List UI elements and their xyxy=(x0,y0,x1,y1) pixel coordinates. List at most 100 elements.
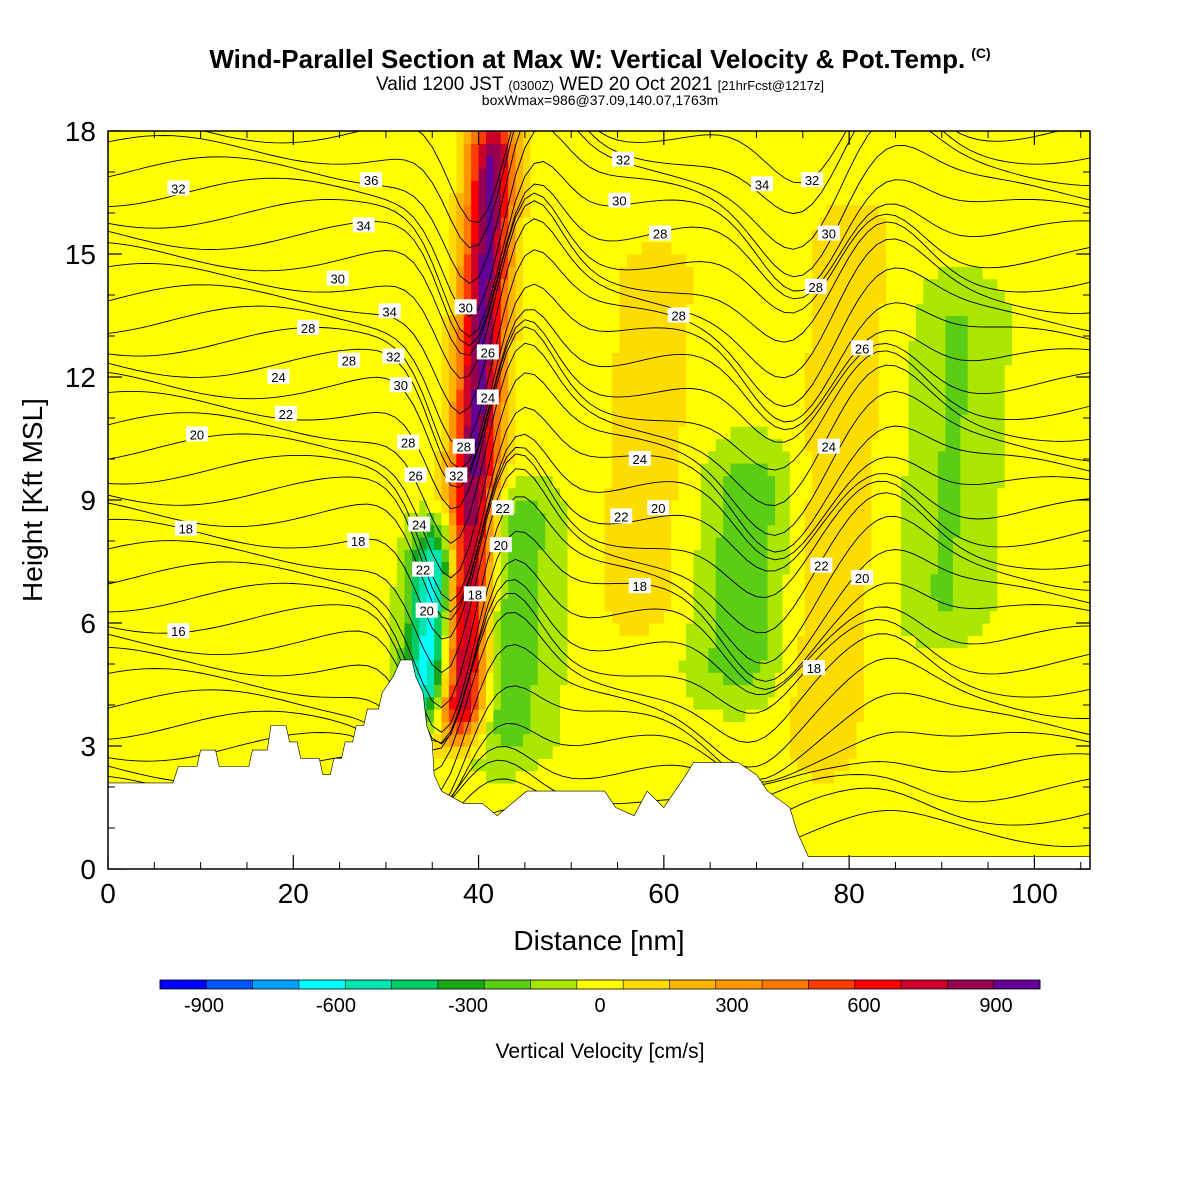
colorbar-swatch xyxy=(252,980,300,989)
contour-label: 22 xyxy=(610,508,633,524)
contour-label: 20 xyxy=(415,602,438,619)
colorbar-frame xyxy=(159,979,1041,990)
colorbar-swatch xyxy=(391,980,439,989)
colorbar-swatch xyxy=(901,980,948,989)
colorbar-swatch xyxy=(298,980,346,989)
valid-date: WED 20 Oct 2021 xyxy=(559,74,713,95)
contour-label: 18 xyxy=(174,520,197,537)
isentrope-line xyxy=(108,131,1090,249)
contour-label: 30 xyxy=(454,299,477,315)
x-axis-label: Distance [nm] xyxy=(513,925,684,956)
colorbar-tick-label: 300 xyxy=(715,995,748,1017)
colorbar-swatch xyxy=(160,980,207,989)
contour-label: 32 xyxy=(167,180,190,196)
x-tick-label: 0 xyxy=(100,878,116,909)
isentrope-line xyxy=(108,319,1090,489)
contour-label: 34 xyxy=(378,303,401,319)
contour-label: 30 xyxy=(326,270,349,287)
isentrope-line xyxy=(108,644,1090,797)
terrain xyxy=(108,659,1090,869)
contour-label: 26 xyxy=(404,467,427,483)
x-tick-label: 20 xyxy=(278,878,309,909)
isentrope-line xyxy=(108,309,1090,480)
contour-label: 24 xyxy=(628,451,651,467)
isentrope-line xyxy=(108,612,1090,773)
contour-label: 30 xyxy=(817,225,840,242)
contour-label: 32 xyxy=(445,467,468,483)
isentrope-line xyxy=(108,406,1090,602)
isentrope-line xyxy=(108,433,1090,613)
chart-title: Wind-Parallel Section at Max W: Vertical… xyxy=(0,44,1200,75)
valid-utc: (0300Z) xyxy=(508,78,554,93)
colorbar-swatch xyxy=(437,980,485,989)
contour-label: 18 xyxy=(463,586,486,602)
isentrope-line xyxy=(108,183,1090,347)
colorbar-swatch xyxy=(808,980,856,989)
y-tick-label: 3 xyxy=(80,731,96,762)
isentrope-line xyxy=(108,468,1090,674)
isentrope-line xyxy=(108,326,1090,510)
colorbar-tick-label: 600 xyxy=(847,995,880,1017)
colorbar-tick-label: -900 xyxy=(184,995,224,1017)
isentrope-line xyxy=(108,161,1090,338)
isentrope-line xyxy=(108,372,1090,579)
contour-label: 34 xyxy=(352,217,375,233)
y-tick-label: 6 xyxy=(80,608,96,639)
x-tick-label: 100 xyxy=(1011,878,1058,909)
valid-time-line: Valid 1200 JST (0300Z) WED 20 Oct 2021 [… xyxy=(0,74,1200,96)
colorbar-tick-label: 900 xyxy=(979,995,1012,1017)
contour-label: 32 xyxy=(612,151,635,168)
chart-title-text: Wind-Parallel Section at Max W: Vertical… xyxy=(209,44,966,74)
isentrope-line xyxy=(108,200,1090,379)
contour-label: 18 xyxy=(802,660,825,676)
colorbar-swatch xyxy=(854,980,902,989)
colorbar-swatch xyxy=(345,980,392,989)
contour-label: 22 xyxy=(411,561,434,578)
contour-label: 28 xyxy=(649,225,672,242)
contour-label: 32 xyxy=(801,172,824,188)
colorbar-tick-label: 0 xyxy=(594,995,605,1017)
colorbar-swatch xyxy=(576,980,624,989)
valid-prefix: Valid 1200 JST xyxy=(375,74,504,95)
contour-label: 20 xyxy=(851,569,874,586)
x-tick-label: 40 xyxy=(463,878,494,909)
contour-label: 22 xyxy=(810,557,833,574)
contour-label: 28 xyxy=(397,434,420,451)
colorbar: -900 -600 -300 0 300 600 900 xyxy=(159,979,1041,1017)
colorbar-swatch xyxy=(993,980,1041,989)
isentrope-line xyxy=(108,192,1090,356)
y-tick-label: 0 xyxy=(80,854,96,885)
colorbar-swatch xyxy=(530,980,578,989)
contour-label: 16 xyxy=(167,623,190,639)
colorbar-swatch xyxy=(206,980,253,989)
isentrope-line xyxy=(108,685,1090,812)
y-tick-label: 12 xyxy=(65,362,96,393)
contour-label: 34 xyxy=(751,176,774,192)
contour-label: 28 xyxy=(804,278,827,295)
colorbar-swatch xyxy=(484,980,531,989)
contour-label: 22 xyxy=(274,405,297,422)
isentrope-line xyxy=(108,131,1090,318)
contour-labels: 32 36 34 30 34 28 28 32 24 30 22 20 28 26 24 22 20 18 18 16… xyxy=(167,151,874,676)
contour-label: 28 xyxy=(667,307,690,324)
colorbar-swatch xyxy=(669,980,717,989)
y-tick-label: 15 xyxy=(65,239,96,270)
contour-label: 26 xyxy=(476,344,499,360)
colorbar-tick-label: -300 xyxy=(448,995,488,1017)
isentrope-line xyxy=(108,249,1090,449)
colorbar-swatch xyxy=(623,980,670,989)
contour-label: 26 xyxy=(851,340,874,356)
y-axis-label: Height [Kft MSL] xyxy=(17,398,48,602)
y-tick-label: 9 xyxy=(80,485,96,516)
contour-label: 22 xyxy=(491,500,514,516)
x-tick-label: 60 xyxy=(648,878,679,909)
isentrope-line xyxy=(108,453,1090,640)
isentrope-line xyxy=(108,496,1090,709)
contour-label: 24 xyxy=(408,516,431,533)
contour-label: 30 xyxy=(608,192,631,209)
isentrope-line xyxy=(108,530,1090,733)
contour-label: 24 xyxy=(817,438,840,455)
copyright-mark: (C) xyxy=(971,45,991,62)
contour-label: 28 xyxy=(297,319,320,336)
